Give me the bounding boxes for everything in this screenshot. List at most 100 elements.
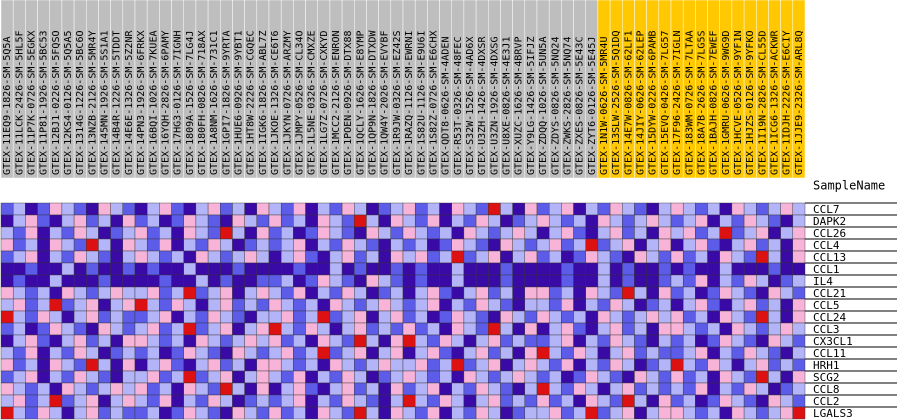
heatmap-cell <box>756 322 769 336</box>
heatmap-cell <box>682 286 696 300</box>
heatmap-cell <box>232 382 245 396</box>
heatmap-cell <box>232 334 245 348</box>
heatmap-cell <box>341 286 355 300</box>
heatmap-cell <box>561 406 574 420</box>
heatmap-cell <box>134 322 148 336</box>
heatmap-cell <box>427 226 440 240</box>
heatmap-cell <box>268 298 282 312</box>
heatmap-cell <box>768 238 781 252</box>
heatmap-cell <box>354 310 367 324</box>
heatmap-cell <box>293 262 306 276</box>
heatmap-cell <box>634 202 647 216</box>
heatmap-cell <box>329 358 343 372</box>
heatmap-cell <box>609 274 623 288</box>
heatmap-cell <box>731 298 745 312</box>
heatmap-cell <box>110 226 124 240</box>
heatmap-cell <box>682 238 696 252</box>
heatmap-cell <box>183 298 197 312</box>
heatmap-cell <box>159 334 172 348</box>
heatmap-cell <box>512 250 526 264</box>
heatmap-cell <box>146 370 160 384</box>
heatmap-cell <box>280 226 294 240</box>
heatmap-cell <box>171 262 184 276</box>
heatmap-cell <box>220 262 233 276</box>
heatmap-cell <box>159 250 172 264</box>
heatmap-cell <box>536 262 550 276</box>
heatmap-cell <box>110 250 124 264</box>
heatmap-cell <box>658 250 672 264</box>
heatmap-cell <box>293 286 306 300</box>
heatmap-cell <box>183 286 197 300</box>
heatmap-cell <box>622 262 635 276</box>
heatmap-cell <box>171 322 184 336</box>
heatmap-cell <box>622 298 635 312</box>
heatmap-cell <box>341 370 355 384</box>
heatmap-cell <box>414 358 428 372</box>
heatmap-cell <box>585 334 599 348</box>
heatmap-cell <box>646 322 660 336</box>
heatmap-cell <box>110 406 124 420</box>
heatmap-cell <box>756 382 769 396</box>
heatmap-cell <box>792 202 806 216</box>
heatmap-cell <box>366 214 379 228</box>
heatmap-cell <box>792 274 806 288</box>
heatmap-cell <box>329 286 343 300</box>
heatmap-cell <box>390 310 404 324</box>
heatmap-cell <box>232 250 245 264</box>
heatmap-cell <box>707 394 720 408</box>
heatmap-cell <box>427 370 440 384</box>
heatmap-cell <box>268 370 282 384</box>
heatmap-cell <box>524 250 538 264</box>
heatmap-cell <box>37 214 50 228</box>
gene-label: CCL7 <box>813 203 840 216</box>
heatmap-cell <box>756 226 769 240</box>
heatmap-cell <box>488 298 501 312</box>
heatmap-cell <box>634 262 647 276</box>
heatmap-cell <box>622 358 635 372</box>
heatmap-cell <box>573 370 586 384</box>
heatmap-cell <box>475 358 489 372</box>
heatmap-cell <box>317 214 331 228</box>
heatmap-cell <box>427 358 440 372</box>
heatmap-cell <box>390 406 404 420</box>
heatmap-cell <box>561 250 574 264</box>
heatmap-cell <box>597 382 611 396</box>
heatmap-cell <box>329 310 343 324</box>
heatmap-cell <box>536 322 550 336</box>
heatmap-cell <box>49 346 63 360</box>
heatmap-cell <box>756 262 769 276</box>
heatmap-cell <box>792 262 806 276</box>
heatmap-cell <box>792 226 806 240</box>
heatmap-cell <box>366 322 379 336</box>
heatmap-cell <box>305 214 318 228</box>
heatmap-cell <box>646 406 660 420</box>
heatmap-cell <box>780 346 794 360</box>
heatmap-cell <box>378 382 392 396</box>
heatmap-cell <box>658 286 672 300</box>
sample-label: GTEX-16BQI-1026-SM-7KUEA <box>148 31 159 176</box>
heatmap-cell <box>548 346 562 360</box>
heatmap-cell <box>305 238 318 252</box>
heatmap-cell <box>670 394 684 408</box>
heatmap-cell <box>110 394 124 408</box>
heatmap-cell <box>25 226 38 240</box>
heatmap-cell <box>512 274 526 288</box>
heatmap-cell <box>98 382 111 396</box>
heatmap-cell <box>305 394 318 408</box>
heatmap-cell <box>500 274 513 288</box>
heatmap-cell <box>719 250 733 264</box>
heatmap-cell <box>293 202 306 216</box>
heatmap-cell <box>500 250 513 264</box>
heatmap-cell <box>609 322 623 336</box>
heatmap-cell <box>573 334 586 348</box>
heatmap-cell <box>73 322 87 336</box>
heatmap-cell <box>317 202 331 216</box>
heatmap-cell <box>390 334 404 348</box>
heatmap-cell <box>256 310 270 324</box>
heatmap-cell <box>719 286 733 300</box>
sample-label: GTEX-1JKYN-0726-SM-ARZMY <box>282 31 293 176</box>
heatmap-cell <box>719 298 733 312</box>
heatmap-cell <box>183 322 197 336</box>
heatmap-cell <box>354 226 367 240</box>
sample-label: GTEX-1I19N-2826-SM-CL55D <box>757 31 768 176</box>
